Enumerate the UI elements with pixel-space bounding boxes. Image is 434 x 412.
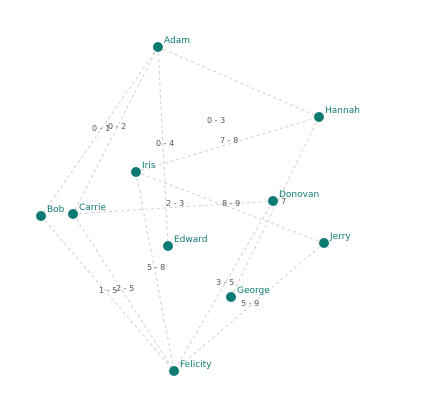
node-edward[interactable] [163, 241, 173, 251]
edge-carrie-felicity [72, 213, 175, 372]
edge-labels-layer: 0 - 10 - 2 0 - 3 0 - 4 1 - 52 - 5 2 - 3 7 - 8… [92, 116, 286, 308]
edge-label-adam-edward: 0 - 4 [156, 139, 174, 148]
node-label-jerry: Jerry [329, 232, 351, 242]
edge-label-jerry-felicity: 5 - 9 [241, 299, 259, 308]
node-label-bob: Bob [47, 205, 65, 215]
edge-label-carrie-felicity: 2 - 5 [116, 284, 134, 293]
edge-donovan-felicity [173, 200, 274, 372]
node-label-carrie: Carrie [79, 203, 107, 213]
edge-jerry-felicity [173, 242, 325, 372]
edge-label-iris-jerry: 8 - 9 [222, 199, 240, 208]
node-label-george: George [237, 286, 270, 296]
edge-label-bob-felicity: 1 - 5 [99, 286, 117, 295]
node-hannah[interactable] [314, 112, 324, 122]
node-felicity[interactable] [169, 366, 179, 376]
edge-label-adam-carrie: 0 - 2 [108, 122, 126, 131]
edge-label-adam-hannah: 0 - 3 [207, 116, 225, 125]
edge-iris-hannah [135, 116, 320, 173]
node-label-adam: Adam [164, 36, 190, 46]
node-donovan[interactable] [268, 196, 278, 206]
edge-adam-bob [40, 46, 159, 217]
edge-label-donovan-felicity: 3 - 5 [216, 278, 234, 287]
node-bob[interactable] [36, 211, 46, 221]
node-label-donovan: Donovan [279, 190, 319, 200]
nodes-layer: Adam Hannah Iris Donovan Bob Carrie Jerry Edwar… [36, 36, 360, 376]
edge-label-carrie-donovan: 2 - 3 [166, 199, 184, 208]
edge-bob-felicity [40, 215, 175, 372]
node-george[interactable] [226, 292, 236, 302]
node-jerry[interactable] [319, 238, 329, 248]
edge-adam-carrie [72, 46, 159, 215]
node-label-edward: Edward [174, 235, 208, 245]
edge-label-iris-hannah: 7 - 8 [220, 136, 238, 145]
node-label-felicity: Felicity [180, 360, 212, 370]
edge-hannah-george [230, 116, 320, 298]
node-label-hannah: Hannah [325, 106, 360, 116]
edge-label-adam-bob: 0 - 1 [92, 124, 110, 133]
edge-adam-hannah [157, 46, 320, 118]
node-iris[interactable] [131, 167, 141, 177]
node-adam[interactable] [153, 42, 163, 52]
node-carrie[interactable] [68, 209, 78, 219]
edge-label-iris-felicity: 5 - 8 [147, 263, 165, 272]
edge-iris-felicity [135, 171, 175, 372]
edges-layer [40, 46, 325, 372]
node-label-iris: Iris [142, 161, 156, 171]
